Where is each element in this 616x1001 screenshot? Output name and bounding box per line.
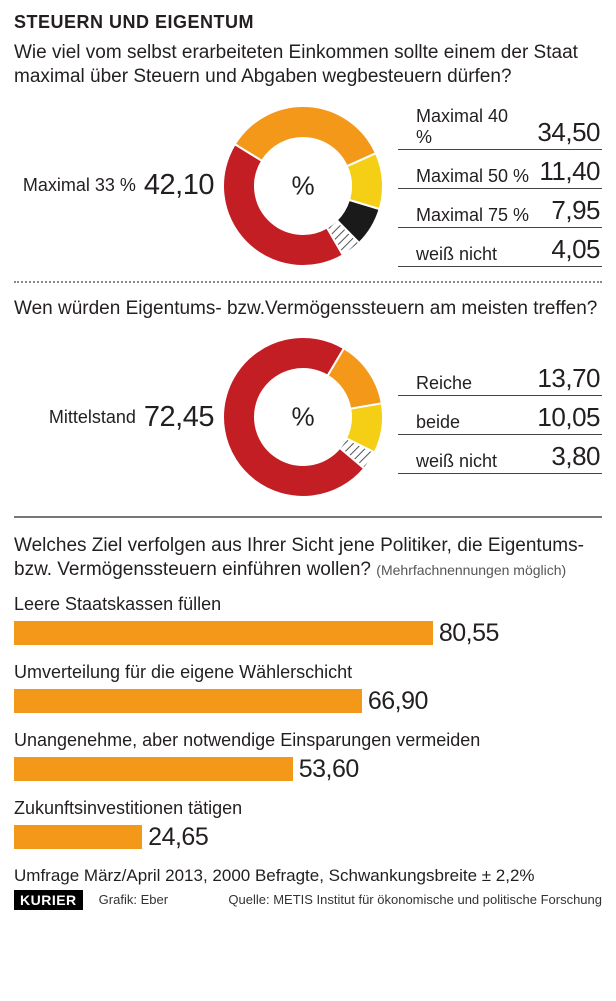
bar-chart: Leere Staatskassen füllen 80,55 Umverteilu… [14,594,602,852]
donut2-legend: Reiche 13,70 beide 10,05 weiß nicht 3,80 [392,361,602,474]
bar-row: 66,90 [14,687,602,716]
bar-fill [14,621,433,645]
donut2-left-value: 72,45 [144,401,214,434]
bar-row: 24,65 [14,823,602,852]
donut2-left-text: Mittelstand [49,407,136,428]
divider-dotted-1 [14,281,602,283]
page-title: STEUERN UND EIGENTUM [14,12,602,33]
footer-grafik: Grafik: Eber [99,892,168,907]
donut1-legend-label: weiß nicht [416,244,497,265]
donut1-row: Maximal 33 % 42,10 % Maximal 40 %34,50Ma… [14,101,602,271]
donut1-center: % [291,170,314,201]
bar-label: Zukunftsinvestitionen tätigen [14,798,602,819]
question-3: Welches Ziel verfolgen aus Ihrer Sicht j… [14,534,602,582]
question-2: Wen würden Eigentums- bzw.Vermögenssteue… [14,297,602,321]
donut1-legend-label: Maximal 50 % [416,166,529,187]
donut1-legend-value: 11,40 [539,156,600,187]
section-donut-1: Wie viel vom selbst erarbeiteten Einkomm… [14,41,602,271]
question-1: Wie viel vom selbst erarbeiteten Einkomm… [14,41,602,89]
donut2-legend-label: Reiche [416,373,472,394]
footer: KURIER Grafik: Eber Quelle: METIS Instit… [14,890,602,910]
donut1-legend-item: Maximal 50 % 11,40 [398,154,602,189]
bar-fill [14,757,293,781]
donut1-chart: % [218,101,388,271]
donut2-legend-item: Reiche 13,70 [398,361,602,396]
donut-segment-m40 [235,106,376,166]
donut-segment-m33 [223,144,343,266]
donut1-legend-label: Maximal 75 % [416,205,529,226]
donut1-legend-item: weiß nicht 4,05 [398,232,602,267]
survey-note: Umfrage März/April 2013, 2000 Befragte, … [14,866,602,886]
footer-quelle: Quelle: METIS Institut für ökonomische u… [228,892,602,907]
question-3-note: (Mehrfachnennungen möglich) [376,562,566,578]
bar-item: Zukunftsinvestitionen tätigen 24,65 [14,798,602,852]
donut2-row: Mittelstand 72,45 % Reiche 13,70 beide 10,0… [14,332,602,502]
donut1-left-label: Maximal 33 % 42,10 [14,169,214,202]
donut2-legend-value: 10,05 [537,402,600,433]
donut1-legend: Maximal 40 %34,50Maximal 50 %11,40Maxima… [392,104,602,267]
footer-left: KURIER Grafik: Eber [14,890,168,910]
donut1-legend-value: 34,50 [537,117,600,148]
bar-label: Leere Staatskassen füllen [14,594,602,615]
bar-item: Leere Staatskassen füllen 80,55 [14,594,602,648]
donut2-left-label: Mittelstand 72,45 [14,401,214,434]
donut2-legend-item: weiß nicht 3,80 [398,439,602,474]
divider-solid [14,516,602,518]
bar-fill [14,825,142,849]
bar-value: 66,90 [368,687,428,716]
bar-item: Unangenehme, aber notwendige Einsparunge… [14,730,602,784]
donut2-center: % [291,402,314,433]
bar-item: Umverteilung für die eigene Wählerschich… [14,662,602,716]
bar-value: 80,55 [439,619,499,648]
page: STEUERN UND EIGENTUM Wie viel vom selbst… [0,0,616,918]
bar-label: Unangenehme, aber notwendige Einsparunge… [14,730,602,751]
donut1-legend-value: 4,05 [551,234,600,265]
donut2-legend-value: 3,80 [551,441,600,472]
donut1-legend-label: Maximal 40 % [416,106,527,148]
donut2-legend-value: 13,70 [537,363,600,394]
donut2-legend-label: beide [416,412,460,433]
kurier-logo: KURIER [14,890,83,910]
donut2-legend-label: weiß nicht [416,451,497,472]
donut1-left-value: 42,10 [144,169,214,202]
donut1-legend-item: Maximal 75 % 7,95 [398,193,602,228]
donut1-left-text: Maximal 33 % [23,175,136,196]
donut1-legend-value: 7,95 [551,195,600,226]
donut2-chart: % [218,332,388,502]
bar-row: 53,60 [14,755,602,784]
bar-value: 53,60 [299,755,359,784]
bar-value: 24,65 [148,823,208,852]
donut1-legend-item: Maximal 40 % 34,50 [398,104,602,150]
bar-row: 80,55 [14,619,602,648]
donut2-legend-item: beide 10,05 [398,400,602,435]
section-donut-2: Wen würden Eigentums- bzw.Vermögenssteue… [14,297,602,503]
bar-label: Umverteilung für die eigene Wählerschich… [14,662,602,683]
bar-fill [14,689,362,713]
section-bars: Welches Ziel verfolgen aus Ihrer Sicht j… [14,534,602,852]
